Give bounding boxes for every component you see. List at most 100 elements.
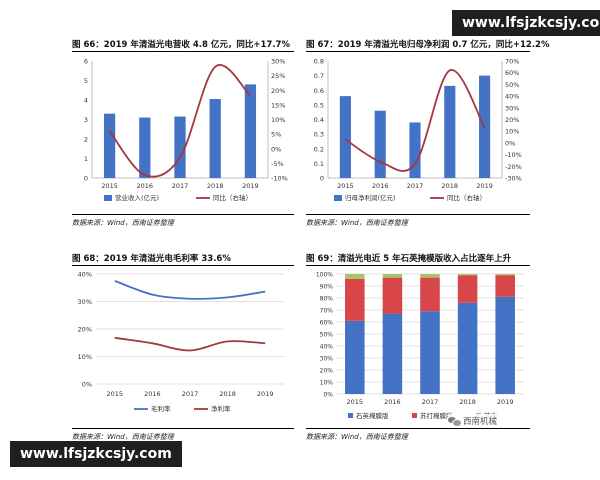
stacked-bar-segment: [345, 274, 365, 279]
x-tick-label: 2019: [257, 390, 274, 398]
stacked-bar-segment: [420, 274, 440, 278]
legend-swatch: [348, 413, 353, 418]
bar: [103, 113, 116, 178]
x-tick-label: 2015: [347, 398, 364, 406]
legend-entry: 毛利率: [151, 404, 171, 413]
y2-tick-label: 60%: [505, 69, 519, 77]
y2-tick-label: 0%: [271, 145, 281, 153]
corner-logo-text: 西南机械: [463, 417, 498, 427]
chart-title: 图 68：2019 年清溢光电毛利率 33.6%: [72, 254, 231, 264]
stacked-bar-segment: [495, 296, 515, 394]
title-rule: [72, 51, 294, 52]
y2-tick-label: 5%: [271, 131, 281, 139]
y2-tick-label: -10%: [271, 175, 288, 183]
stacked-bar-segment: [457, 275, 478, 303]
y-tick-label: 2: [84, 136, 88, 144]
x-tick-label: 2016: [384, 398, 401, 406]
y-tick-label: 0.5: [314, 101, 324, 109]
source-rule: [72, 214, 294, 215]
x-tick-label: 2019: [242, 182, 259, 190]
legend-swatch: [104, 195, 112, 201]
bar: [244, 84, 257, 178]
y2-tick-label: 20%: [505, 116, 519, 124]
y-tick-label: 4: [84, 97, 88, 105]
stacked-bar-segment: [495, 274, 515, 276]
source-note: 数据来源：Wind，西南证券整理: [306, 219, 408, 227]
y-tick-label: 0.6: [314, 87, 324, 95]
legend-entry: 同比（右轴）: [447, 193, 486, 202]
bar: [139, 117, 151, 178]
y2-tick-label: -30%: [505, 175, 522, 183]
y-tick-label: 0.3: [314, 131, 324, 139]
y-tick-label: 3: [84, 116, 88, 124]
x-tick-label: 2018: [207, 182, 224, 190]
x-tick-label: 2019: [476, 182, 493, 190]
legend-entry: 石英掩膜版: [356, 411, 389, 420]
legend-entry: 归母净利润(亿元): [345, 193, 396, 202]
y-tick-label: 20%: [78, 326, 92, 334]
y2-tick-label: -10%: [505, 151, 522, 159]
y-tick-label: 10%: [320, 379, 334, 386]
stacked-bar-segment: [382, 274, 403, 278]
y-tick-label: 0.2: [314, 145, 324, 153]
y-tick-label: 0%: [323, 391, 333, 398]
bar: [444, 85, 456, 178]
y-tick-label: 0: [84, 175, 88, 183]
y2-tick-label: 25%: [271, 72, 285, 80]
title-rule: [306, 265, 530, 266]
y-tick-label: 20%: [320, 367, 334, 374]
chart-fig66: 0 1 2 3 4 5 6 -10% -5% 0% 5% 10% 15% 20% 25% 30% 2015 201…: [84, 58, 288, 203]
y-tick-label: 0.8: [314, 58, 324, 66]
legend-entry: 同比（右轴）: [213, 193, 252, 202]
bar: [339, 96, 351, 178]
stacked-bar-segment: [495, 275, 515, 297]
y2-tick-label: 70%: [505, 58, 519, 66]
y2-tick-label: 40%: [505, 93, 519, 101]
x-tick-label: 2017: [182, 390, 199, 398]
chart-fig68: 0% 10% 20% 30% 40% 2015 2016 2017 2018 2019 毛利率 净利率: [78, 271, 284, 413]
y-tick-label: 30%: [78, 298, 92, 306]
y-tick-label: 40%: [78, 271, 92, 279]
source-note: 数据来源：Wind，西南证券整理: [306, 433, 408, 441]
chart-title: 图 66：2019 年清溢光电营收 4.8 亿元，同比+17.7%: [72, 40, 290, 50]
series-line: [344, 69, 486, 172]
corner-logo: 西南机械: [448, 414, 498, 428]
x-tick-label: 2015: [337, 182, 354, 190]
x-tick-label: 2016: [372, 182, 389, 190]
series-line: [108, 64, 252, 178]
series-line: [114, 336, 266, 352]
source-note: 数据来源：Wind，西南证券整理: [72, 219, 174, 227]
y2-tick-label: 10%: [505, 128, 519, 136]
legend-entry: 苏打掩膜版: [420, 411, 453, 420]
chart-fig69: 0% 10% 20% 30% 40% 50% 60% 70% 80% 90% 100% 2015 201…: [316, 271, 524, 420]
y2-tick-label: -20%: [505, 163, 522, 171]
y2-tick-label: 0%: [505, 139, 515, 147]
y-tick-label: 0: [320, 175, 324, 183]
source-note: 数据来源：Wind，西南证券整理: [72, 433, 174, 441]
chart-panel-fig66: 图 66：2019 年清溢光电营收 4.8 亿元，同比+17.7% 0 1 2 3 4 5…: [72, 38, 294, 230]
x-tick-label: 2018: [219, 390, 236, 398]
x-tick-label: 2016: [137, 182, 154, 190]
chart-fig67: 0 0.1 0.2 0.3 0.4 0.5 0.6 0.7 0.8 -30% -20% -10% 0% 1…: [314, 58, 522, 203]
wechat-icon: [448, 416, 462, 427]
stacked-bar-segment: [420, 277, 440, 312]
bar: [374, 110, 386, 178]
x-tick-label: 2015: [101, 182, 118, 190]
y-tick-label: 40%: [320, 343, 334, 350]
legend-entry: 营业收入(亿元): [115, 193, 159, 202]
y-tick-label: 50%: [320, 331, 334, 338]
y2-tick-label: 10%: [271, 116, 285, 124]
y-tick-label: 0.1: [314, 160, 324, 168]
x-tick-label: 2017: [172, 182, 189, 190]
bar: [409, 122, 421, 178]
stacked-bar-segment: [420, 311, 440, 394]
bar: [174, 116, 186, 178]
stacked-bar-segment: [457, 274, 478, 276]
watermark-bottom: www.lfsjzkcsjy.com: [10, 441, 182, 467]
y2-tick-label: 15%: [271, 101, 285, 109]
y-tick-label: 6: [84, 58, 88, 66]
legend-swatch: [412, 413, 417, 418]
y-tick-label: 0%: [82, 381, 92, 389]
x-tick-label: 2017: [407, 182, 424, 190]
y-tick-label: 100%: [316, 271, 333, 278]
